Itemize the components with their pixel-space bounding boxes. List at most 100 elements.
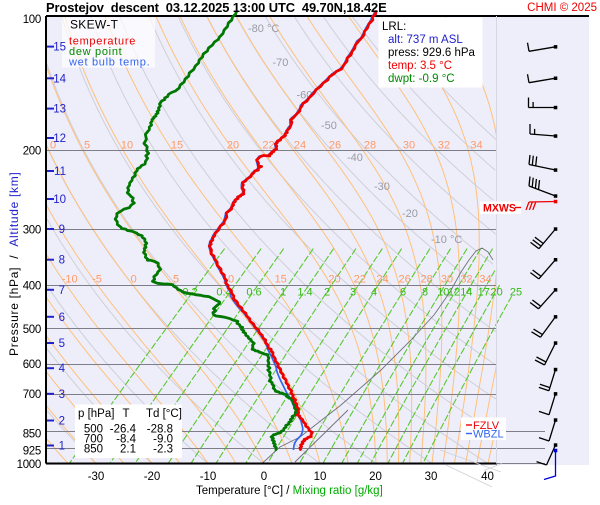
- svg-text:p [hPa]: p [hPa]: [78, 408, 114, 420]
- svg-text:850: 850: [84, 444, 103, 456]
- svg-text:-9.0: -9.0: [153, 434, 173, 446]
- svg-text:24: 24: [294, 140, 306, 152]
- svg-text:-28.8: -28.8: [147, 424, 173, 436]
- svg-text:-10 °C: -10 °C: [431, 234, 462, 246]
- svg-text:wet bulb temp.: wet bulb temp.: [68, 57, 150, 69]
- svg-text:925: 925: [23, 445, 41, 457]
- svg-text:Prostejov descent 03.12.2025: Prostejov descent 03.12.2025 13:00 UTC 4…: [46, 0, 387, 15]
- svg-text:850: 850: [23, 428, 41, 440]
- svg-text:20: 20: [369, 471, 382, 483]
- svg-text:-80 °C: -80 °C: [248, 23, 279, 35]
- svg-text:-70: -70: [273, 57, 289, 69]
- svg-text:-26.4: -26.4: [110, 424, 137, 436]
- svg-text:FZLV: FZLV: [473, 420, 500, 432]
- svg-text:Td [°C]: Td [°C]: [146, 408, 182, 420]
- svg-text:30: 30: [425, 471, 438, 483]
- svg-text:12: 12: [448, 287, 460, 299]
- svg-text:2.1: 2.1: [120, 444, 136, 456]
- svg-text:MXWS: MXWS: [483, 203, 516, 215]
- svg-text:34: 34: [479, 274, 491, 286]
- svg-text:-20: -20: [402, 208, 418, 220]
- svg-text:4: 4: [371, 287, 377, 299]
- svg-text:temp: 3.5 °C: temp: 3.5 °C: [388, 60, 452, 72]
- svg-text:11: 11: [54, 166, 66, 178]
- svg-text:600: 600: [23, 359, 41, 371]
- svg-text:28: 28: [364, 140, 376, 152]
- svg-text:3: 3: [59, 389, 65, 401]
- svg-text:700: 700: [84, 434, 103, 446]
- svg-text:15: 15: [275, 274, 287, 286]
- svg-text:Pressure [hPa] / Altitude [k: Pressure [hPa] / Altitude [km]: [7, 172, 21, 356]
- svg-text:17: 17: [478, 287, 490, 299]
- svg-text:300: 300: [23, 225, 41, 237]
- svg-text:10: 10: [437, 287, 449, 299]
- svg-text:24: 24: [376, 274, 388, 286]
- svg-text:dew point: dew point: [69, 46, 122, 58]
- svg-text:-2.3: -2.3: [153, 444, 173, 456]
- svg-text:-40: -40: [347, 152, 363, 164]
- svg-text:10: 10: [314, 471, 327, 483]
- svg-text:20: 20: [227, 140, 239, 152]
- svg-text:10: 10: [121, 140, 133, 152]
- svg-text:-20: -20: [144, 471, 161, 483]
- svg-text:1: 1: [59, 441, 65, 453]
- svg-text:-5: -5: [92, 274, 102, 286]
- svg-text:SKEW-T: SKEW-T: [70, 18, 119, 32]
- svg-text:CHMI © 2025: CHMI © 2025: [527, 2, 597, 14]
- svg-text:22: 22: [354, 274, 366, 286]
- svg-text:25: 25: [510, 287, 522, 299]
- svg-text:28: 28: [420, 274, 432, 286]
- svg-text:1.4: 1.4: [297, 287, 312, 299]
- svg-text:5: 5: [173, 274, 179, 286]
- svg-text:200: 200: [23, 146, 41, 158]
- svg-text:8: 8: [59, 255, 65, 267]
- svg-text:26: 26: [329, 140, 341, 152]
- svg-text:12: 12: [53, 133, 66, 145]
- svg-text:0: 0: [261, 471, 267, 483]
- svg-text:-10: -10: [200, 471, 217, 483]
- svg-text:5: 5: [84, 140, 90, 152]
- svg-text:-30: -30: [374, 181, 390, 193]
- svg-text:6: 6: [400, 287, 406, 299]
- svg-text:32: 32: [438, 140, 450, 152]
- svg-text:T: T: [122, 408, 129, 420]
- svg-text:15: 15: [53, 42, 66, 54]
- svg-text:6: 6: [59, 312, 65, 324]
- svg-text:WBZL: WBZL: [473, 429, 504, 441]
- svg-text:32: 32: [460, 274, 472, 286]
- svg-text:press: 929.6 hPa: press: 929.6 hPa: [388, 47, 476, 59]
- svg-text:dwpt: -0.9 °C: dwpt: -0.9 °C: [388, 73, 455, 85]
- svg-text:500: 500: [23, 324, 41, 336]
- svg-text:22: 22: [262, 140, 274, 152]
- svg-text:10: 10: [53, 194, 66, 206]
- svg-text:alt: 737 m ASL: alt: 737 m ASL: [388, 34, 463, 46]
- svg-text:2: 2: [59, 416, 65, 428]
- svg-text:LRL:: LRL:: [382, 21, 406, 33]
- svg-text:-30: -30: [88, 471, 105, 483]
- svg-text:1000: 1000: [17, 459, 41, 471]
- svg-text:15: 15: [171, 140, 183, 152]
- svg-text:34: 34: [470, 140, 482, 152]
- svg-text:20: 20: [328, 274, 340, 286]
- svg-text:14: 14: [460, 287, 472, 299]
- svg-text:2: 2: [324, 287, 330, 299]
- svg-text:400: 400: [23, 280, 41, 292]
- svg-text:100: 100: [23, 14, 41, 26]
- svg-text:26: 26: [398, 274, 410, 286]
- svg-text:5: 5: [59, 338, 65, 350]
- svg-text:30: 30: [441, 274, 453, 286]
- svg-text:40: 40: [481, 471, 494, 483]
- svg-text:30: 30: [403, 140, 415, 152]
- svg-text:8: 8: [422, 287, 428, 299]
- svg-text:500: 500: [84, 424, 103, 436]
- svg-text:9: 9: [59, 224, 65, 236]
- svg-text:0: 0: [131, 274, 137, 286]
- svg-text:-50: -50: [321, 120, 337, 132]
- svg-text:temperature: temperature: [69, 36, 136, 48]
- svg-text:-8.4: -8.4: [116, 434, 136, 446]
- svg-text:13: 13: [53, 104, 66, 116]
- svg-text:Temperature [°C] / Mixing ra: Temperature [°C] / Mixing ratio [g/kg]: [196, 485, 383, 497]
- svg-text:7: 7: [59, 285, 65, 297]
- svg-text:3: 3: [350, 287, 356, 299]
- svg-text:700: 700: [23, 389, 41, 401]
